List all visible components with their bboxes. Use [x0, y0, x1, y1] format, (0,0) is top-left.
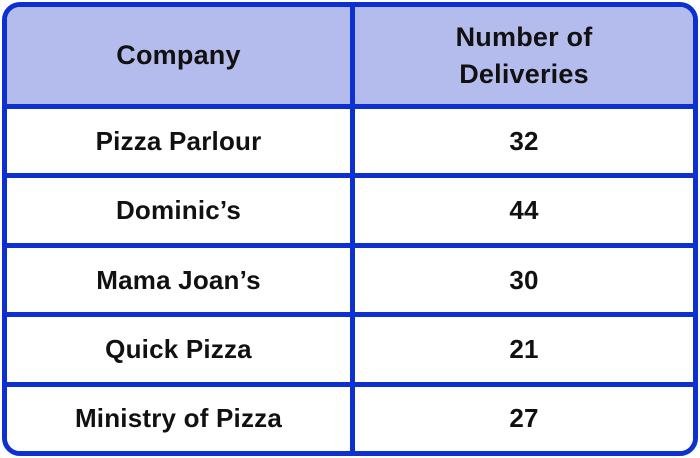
company-cell: Quick Pizza: [105, 333, 252, 364]
table-row: Mama Joan’s 30: [7, 242, 693, 313]
column-header-deliveries: Number of Deliveries: [350, 7, 693, 104]
deliveries-cell: 44: [350, 178, 693, 243]
table-row: Ministry of Pizza 27: [7, 381, 693, 451]
deliveries-cell: 27: [350, 386, 693, 451]
column-header-company: Company: [7, 7, 350, 104]
column-header-deliveries-label: Number of Deliveries: [455, 22, 593, 89]
deliveries-cell: 30: [350, 247, 693, 313]
column-header-company-label: Company: [116, 40, 241, 71]
table-row: Quick Pizza 21: [7, 312, 693, 382]
company-cell: Mama Joan’s: [96, 264, 261, 295]
table-header-row: Company Number of Deliveries: [7, 7, 693, 104]
company-cell: Ministry of Pizza: [74, 403, 283, 434]
company-cell: Pizza Parlour: [95, 125, 262, 156]
deliveries-cell: 21: [350, 317, 693, 382]
table-row: Pizza Parlour 32: [7, 104, 693, 174]
table-row: Dominic’s 44: [7, 173, 693, 243]
deliveries-cell: 32: [350, 109, 693, 174]
company-cell: Dominic’s: [115, 195, 242, 226]
